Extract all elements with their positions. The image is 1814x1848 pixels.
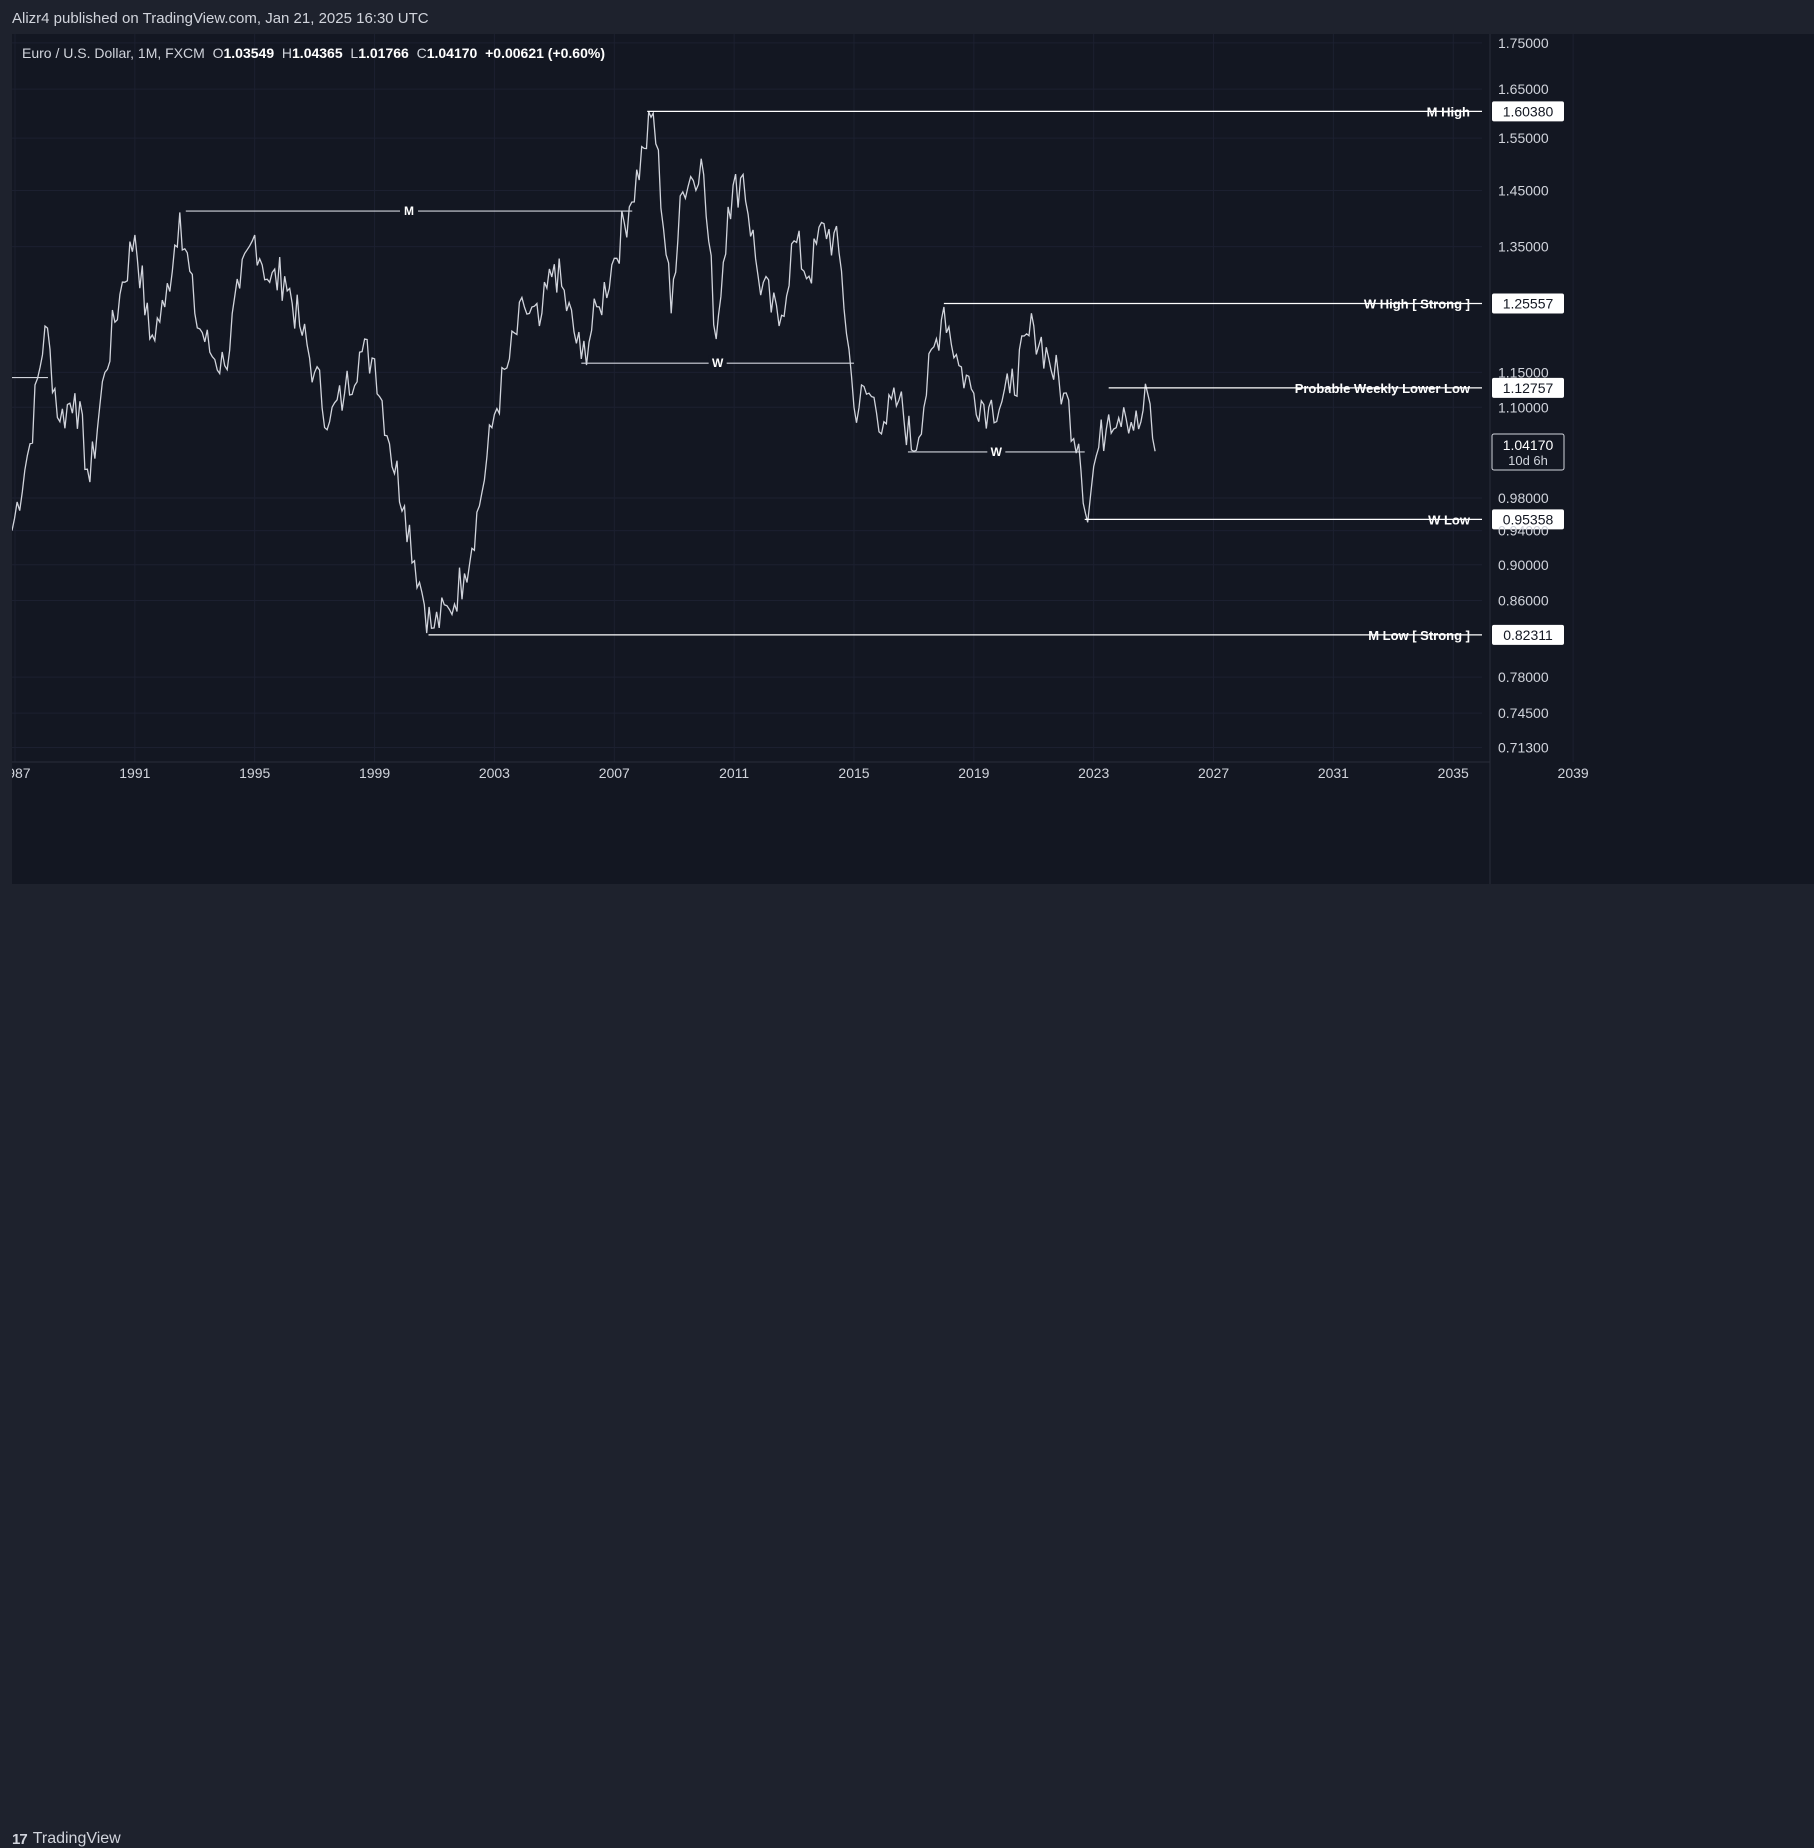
level-price-tag bbox=[1492, 293, 1564, 314]
level-label: Probable Weekly Lower Low bbox=[1295, 381, 1471, 396]
level-price-tag bbox=[1492, 624, 1564, 645]
tradingview-logo[interactable]: 17 TradingView bbox=[12, 1830, 121, 1848]
plot bbox=[12, 111, 1156, 634]
tradingview-logo-icon: 17 bbox=[12, 1830, 28, 1848]
top-bar: Alizr4 published on TradingView.com, Jan… bbox=[0, 0, 1814, 34]
time-tick-label: 1991 bbox=[119, 765, 150, 781]
price-tick-label: 1.15000 bbox=[1498, 364, 1549, 380]
price-tick-label: 1.10000 bbox=[1498, 399, 1549, 415]
time-tick-label: 1999 bbox=[359, 765, 390, 781]
price-tick-label: 0.71300 bbox=[1498, 740, 1549, 756]
ohlc-legend: Euro / U.S. Dollar, 1M, FXCM O1.03549 H1… bbox=[22, 45, 605, 61]
level-label: M Low [ Strong ] bbox=[1368, 628, 1470, 643]
levels: M W W M High 1.60380 W High [ Strong ] 1.25557… bbox=[12, 101, 1565, 645]
high-label: H bbox=[281, 45, 293, 61]
price-tick-label: 0.78000 bbox=[1498, 669, 1549, 685]
chart-canvas[interactable]: M W W M High 1.60380 W High [ Strong ] 1.25557… bbox=[12, 34, 1814, 884]
change-value: +0.00621 (+0.60%) bbox=[485, 45, 605, 61]
published-info: Alizr4 published on TradingView.com, Jan… bbox=[12, 10, 429, 27]
level-label: W Low bbox=[1428, 512, 1471, 527]
price-axis: 1.75000 1.65000 1.55000 1.45000 1.35000 1.150… bbox=[1489, 34, 1549, 884]
low-value: 1.01766 bbox=[358, 45, 409, 61]
level-price-tag-text: 1.25557 bbox=[1503, 295, 1554, 311]
time-tick-label: 2039 bbox=[1558, 765, 1589, 781]
time-tick-label: 2007 bbox=[599, 765, 630, 781]
footer: 17 TradingView bbox=[0, 906, 1814, 1848]
level-label: W High [ Strong ] bbox=[1364, 296, 1470, 311]
time-tick-label: 2015 bbox=[838, 765, 869, 781]
level-price-tag bbox=[1492, 101, 1564, 122]
price-tick-label: 0.90000 bbox=[1498, 557, 1549, 573]
pattern-label-bg bbox=[987, 443, 1006, 460]
close-value: 1.04170 bbox=[426, 45, 478, 61]
current-price-countdown: 10d 6h bbox=[1508, 453, 1548, 468]
level-price-tag-text: 0.82311 bbox=[1503, 627, 1553, 643]
time-tick-label: 2031 bbox=[1318, 765, 1349, 781]
open-label: O bbox=[212, 45, 224, 61]
current-price-value: 1.04170 bbox=[1503, 437, 1554, 453]
price-series-line bbox=[12, 111, 1156, 634]
price-tick-label: 0.86000 bbox=[1498, 592, 1549, 608]
time-tick-label: 1987 bbox=[12, 765, 31, 781]
grid bbox=[12, 34, 1574, 762]
chart-area[interactable]: M W W M High 1.60380 W High [ Strong ] 1.25557… bbox=[12, 34, 1814, 884]
pattern-label: W bbox=[712, 356, 724, 370]
high-value: 1.04365 bbox=[292, 45, 343, 61]
low-label: L bbox=[350, 45, 359, 61]
time-tick-label: 1995 bbox=[239, 765, 270, 781]
price-tick-label: 0.98000 bbox=[1498, 490, 1549, 506]
close-label: C bbox=[416, 45, 427, 61]
price-tick-label: 1.65000 bbox=[1498, 81, 1549, 97]
tradingview-brand: TradingView bbox=[32, 1830, 121, 1847]
time-tick-label: 2023 bbox=[1078, 765, 1109, 781]
price-tick-label: 1.75000 bbox=[1498, 35, 1549, 51]
time-tick-label: 2027 bbox=[1198, 765, 1229, 781]
pattern-label: W bbox=[991, 445, 1003, 459]
level-price-tag-text: 1.60380 bbox=[1503, 103, 1554, 119]
price-tick-label: 0.94000 bbox=[1498, 523, 1549, 539]
symbol-name: Euro / U.S. Dollar, 1M, FXCM bbox=[22, 45, 205, 61]
level-price-tag bbox=[1492, 509, 1564, 530]
pattern-label-bg bbox=[400, 203, 419, 220]
time-tick-label: 2011 bbox=[719, 765, 749, 781]
open-value: 1.03549 bbox=[223, 45, 275, 61]
time-tick-label: 2035 bbox=[1438, 765, 1469, 781]
price-tick-label: 1.55000 bbox=[1498, 130, 1549, 146]
pattern-label: M bbox=[404, 204, 414, 218]
level-label: M High bbox=[1427, 104, 1470, 119]
time-axis: 1987 1991 1995 1999 2003 2007 2011 2015 2019 2023… bbox=[12, 761, 1589, 781]
time-tick-label: 2003 bbox=[479, 765, 510, 781]
level-price-tag bbox=[1492, 377, 1564, 398]
pattern-label-bg bbox=[708, 355, 727, 372]
level-price-tag-text: 0.95358 bbox=[1503, 511, 1554, 527]
price-tick-label: 1.45000 bbox=[1498, 182, 1549, 198]
time-tick-label: 2019 bbox=[958, 765, 989, 781]
current-price-tag bbox=[1491, 433, 1565, 471]
price-tick-label: 1.35000 bbox=[1498, 239, 1549, 255]
level-price-tag-text: 1.12757 bbox=[1503, 380, 1554, 396]
price-tick-label: 0.74500 bbox=[1498, 705, 1549, 721]
